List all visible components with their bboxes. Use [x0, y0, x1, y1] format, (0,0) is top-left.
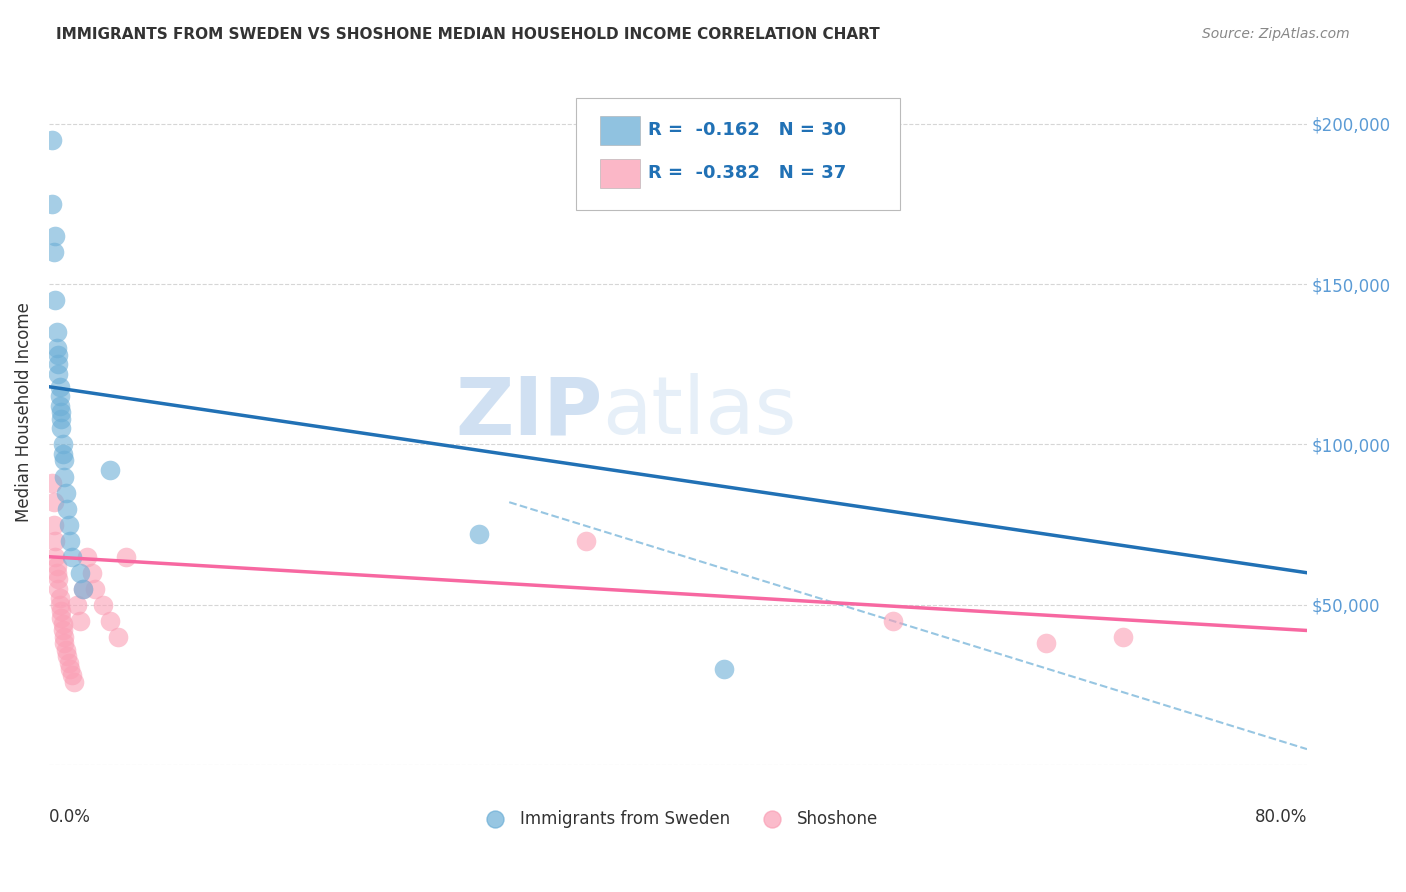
- Point: [91, 598, 114, 612]
- Point: [46, 357, 69, 371]
- Point: [114, 549, 136, 564]
- Point: [41, 475, 63, 490]
- Point: [56, 501, 79, 516]
- Point: [84, 582, 107, 596]
- Point: [51, 610, 73, 624]
- Text: R =  -0.382   N = 37: R = -0.382 N = 37: [648, 164, 846, 182]
- Point: [46, 572, 69, 586]
- Point: [45, 566, 67, 580]
- Point: [80, 566, 103, 580]
- Point: [467, 527, 489, 541]
- Point: [69, 614, 91, 628]
- Point: [42, 495, 65, 509]
- Y-axis label: Median Household Income: Median Household Income: [15, 302, 32, 523]
- Point: [51, 412, 73, 426]
- Point: [45, 341, 67, 355]
- Point: [65, 598, 87, 612]
- Point: [46, 582, 69, 596]
- Point: [69, 566, 91, 580]
- Point: [44, 533, 66, 548]
- Point: [53, 636, 76, 650]
- Text: IMMIGRANTS FROM SWEDEN VS SHOSHONE MEDIAN HOUSEHOLD INCOME CORRELATION CHART: IMMIGRANTS FROM SWEDEN VS SHOSHONE MEDIA…: [56, 27, 880, 42]
- Point: [52, 617, 75, 632]
- Text: ZIP: ZIP: [456, 374, 603, 451]
- Point: [55, 485, 77, 500]
- Point: [52, 437, 75, 451]
- Point: [1112, 630, 1135, 644]
- Point: [1035, 636, 1057, 650]
- Point: [46, 367, 69, 381]
- Point: [48, 598, 70, 612]
- Point: [72, 582, 94, 596]
- Point: [55, 642, 77, 657]
- Point: [60, 668, 83, 682]
- Point: [72, 582, 94, 596]
- Point: [59, 533, 82, 548]
- Legend: Immigrants from Sweden, Shoshone: Immigrants from Sweden, Shoshone: [471, 803, 884, 834]
- Point: [713, 662, 735, 676]
- Point: [48, 399, 70, 413]
- Point: [107, 630, 129, 644]
- Point: [45, 559, 67, 574]
- Text: atlas: atlas: [603, 374, 797, 451]
- Point: [44, 293, 66, 307]
- Point: [51, 421, 73, 435]
- Point: [51, 405, 73, 419]
- Point: [62, 674, 84, 689]
- Point: [48, 389, 70, 403]
- Point: [44, 549, 66, 564]
- Point: [53, 469, 76, 483]
- Text: 0.0%: 0.0%: [49, 807, 91, 825]
- Point: [48, 380, 70, 394]
- Point: [52, 447, 75, 461]
- Text: 80.0%: 80.0%: [1254, 807, 1308, 825]
- Point: [44, 229, 66, 244]
- Point: [48, 591, 70, 606]
- Point: [42, 245, 65, 260]
- Point: [52, 624, 75, 638]
- Point: [59, 662, 82, 676]
- Point: [45, 325, 67, 339]
- Point: [882, 614, 904, 628]
- Point: [46, 348, 69, 362]
- Text: Source: ZipAtlas.com: Source: ZipAtlas.com: [1202, 27, 1350, 41]
- Point: [41, 133, 63, 147]
- Point: [60, 549, 83, 564]
- Point: [575, 533, 598, 548]
- Point: [98, 614, 121, 628]
- Point: [58, 517, 80, 532]
- Point: [53, 630, 76, 644]
- Point: [42, 517, 65, 532]
- Point: [58, 656, 80, 670]
- Point: [56, 649, 79, 664]
- Point: [98, 463, 121, 477]
- Point: [76, 549, 98, 564]
- Point: [51, 604, 73, 618]
- Point: [53, 453, 76, 467]
- Text: R =  -0.162   N = 30: R = -0.162 N = 30: [648, 121, 846, 139]
- Point: [41, 197, 63, 211]
